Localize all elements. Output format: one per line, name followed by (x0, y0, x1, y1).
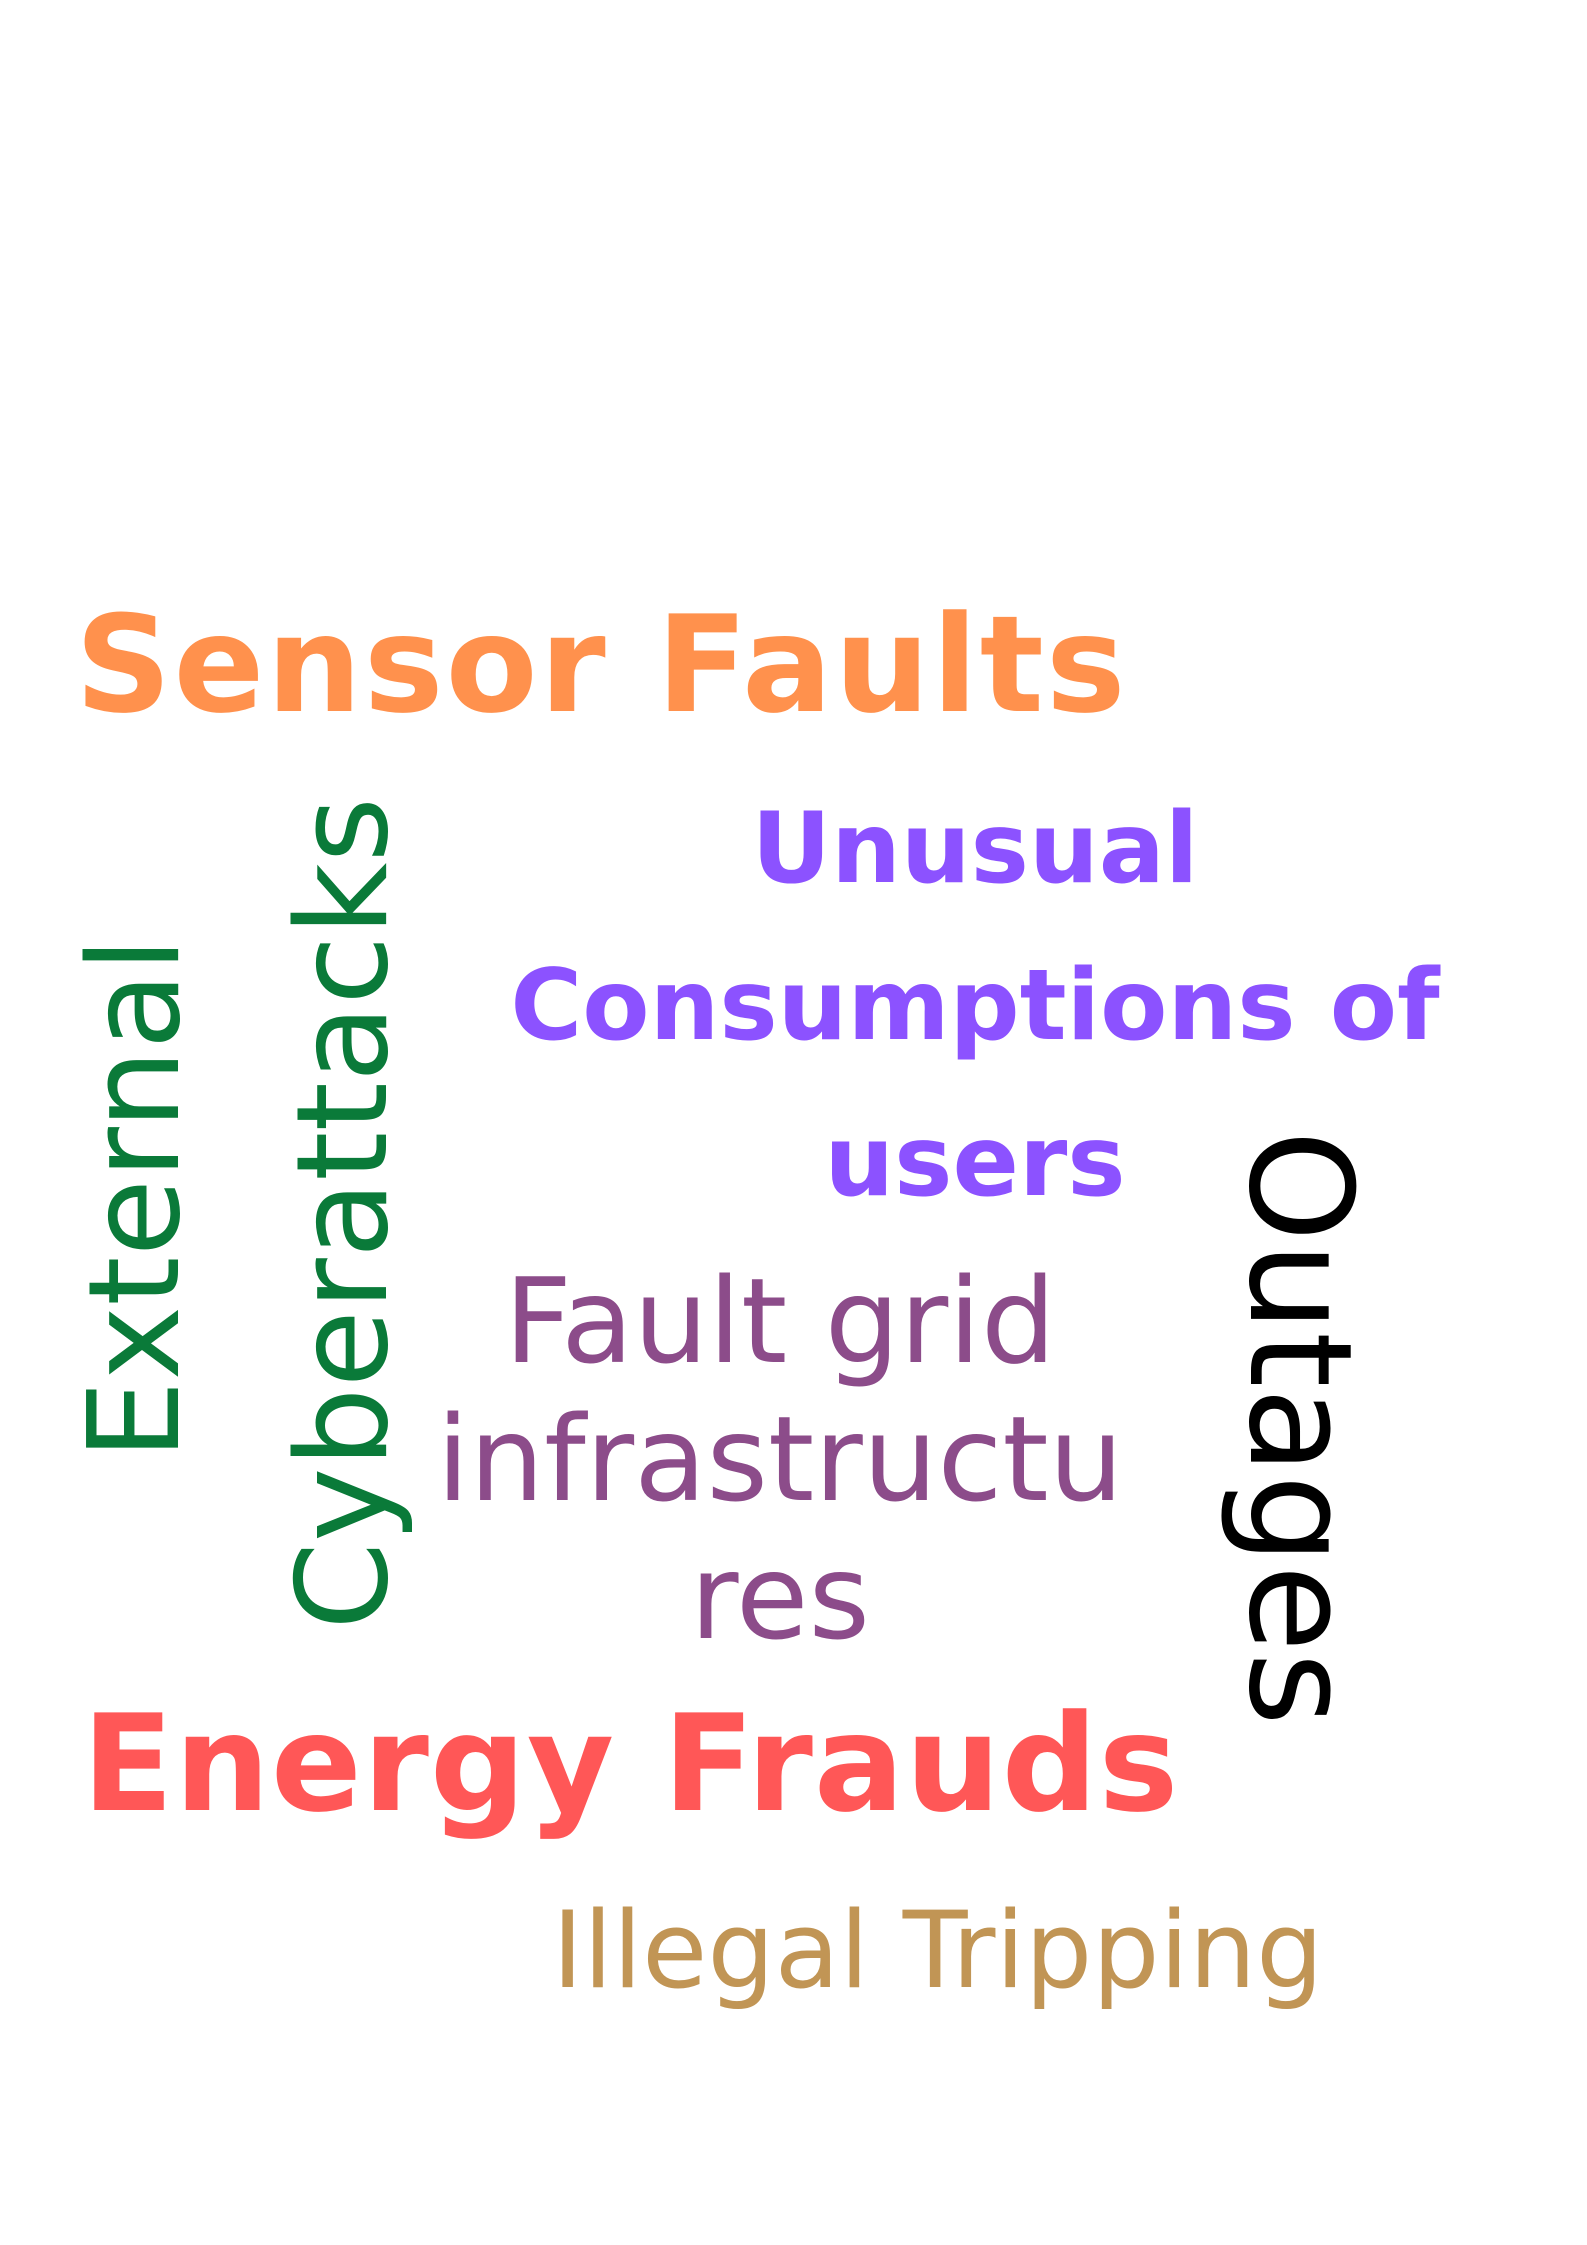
word-unusual-line-2: Consumptions of (510, 949, 1440, 1063)
word-sensor-faults: Sensor Faults (75, 587, 1128, 743)
word-unusual-line-3: users (824, 1105, 1126, 1219)
word-energy-frauds: Energy Frauds (82, 1686, 1180, 1842)
word-fault-grid-line-2: infrastructu (436, 1390, 1124, 1528)
word-fault-grid-line-3: res (690, 1528, 870, 1666)
word-external: External (61, 937, 208, 1460)
word-unusual-line-1: Unusual (751, 792, 1199, 906)
word-cyberattacks: Cyberattacks (269, 797, 416, 1630)
word-illegal-tripping: Illegal Tripping (552, 1889, 1324, 2012)
word-outages: Outages (1217, 1130, 1382, 1726)
word-fault-grid-line-1: Fault grid (504, 1252, 1056, 1390)
